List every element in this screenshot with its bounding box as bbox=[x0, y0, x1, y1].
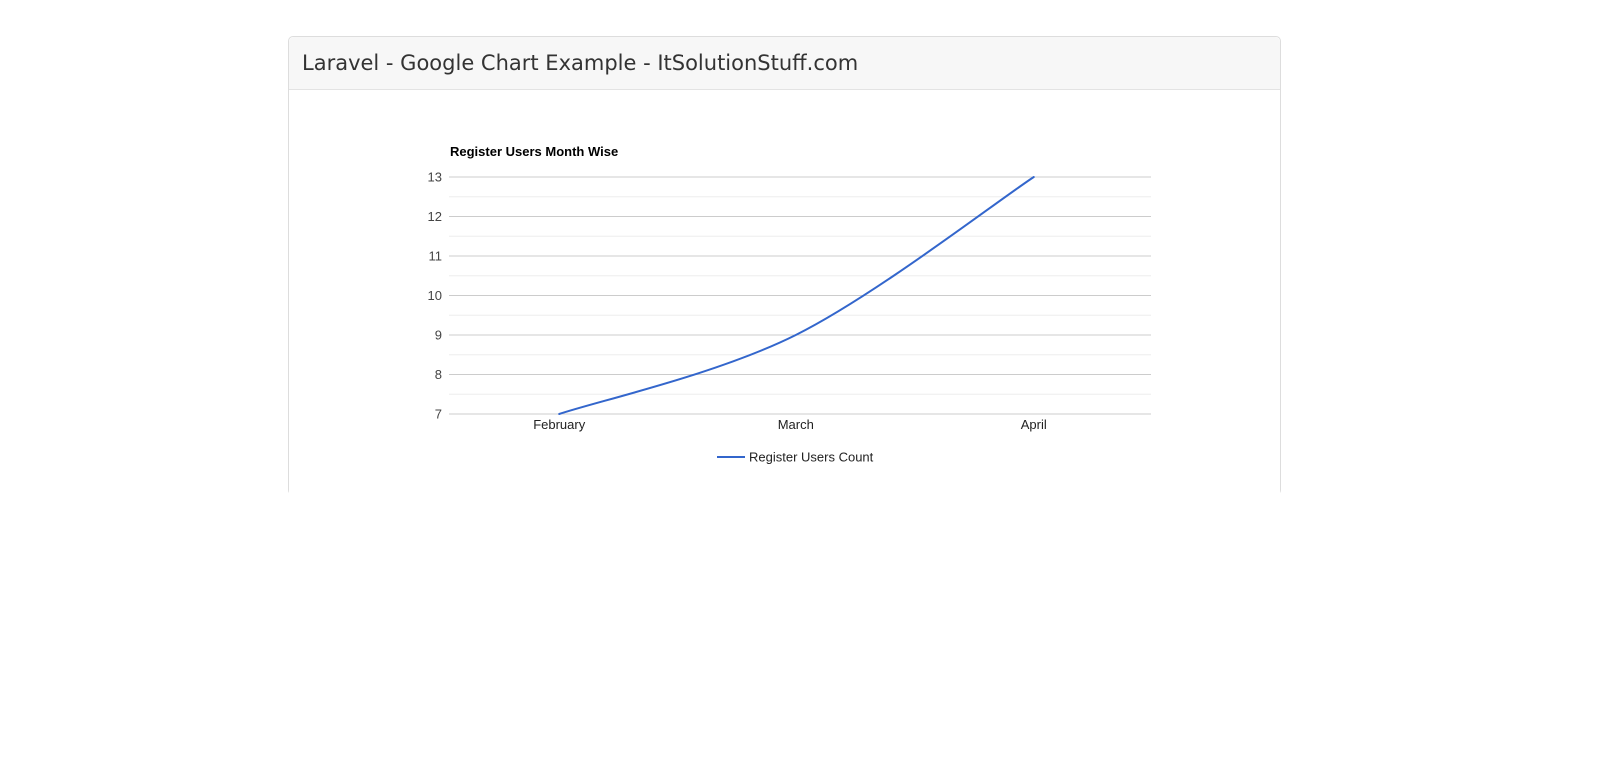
legend-label: Register Users Count bbox=[749, 450, 874, 465]
page-title: Laravel - Google Chart Example - ItSolut… bbox=[302, 51, 859, 75]
card-header: Laravel - Google Chart Example - ItSolut… bbox=[289, 37, 1280, 90]
line-chart: 13 12 11 10 9 8 7 February March April Register Us… bbox=[428, 144, 1151, 465]
y-axis-tick-label: 7 bbox=[435, 407, 442, 422]
line-chart-container: 13 12 11 10 9 8 7 February March April Register Us… bbox=[408, 141, 1161, 476]
y-axis-tick-label: 9 bbox=[435, 328, 442, 343]
y-axis-tick-label: 10 bbox=[428, 288, 442, 303]
chart-card: Laravel - Google Chart Example - ItSolut… bbox=[288, 36, 1281, 495]
chart-title: Register Users Month Wise bbox=[450, 144, 618, 159]
y-axis-tick-label: 12 bbox=[428, 209, 442, 224]
x-axis-category-label: March bbox=[778, 417, 814, 432]
y-axis-tick-label: 13 bbox=[428, 170, 442, 185]
series-line bbox=[558, 176, 1035, 415]
y-axis-tick-label: 11 bbox=[429, 249, 443, 264]
x-axis-category-label: April bbox=[1021, 417, 1047, 432]
x-axis-category-label: February bbox=[533, 417, 586, 432]
y-axis-tick-label: 8 bbox=[435, 367, 442, 382]
card-body: 13 12 11 10 9 8 7 February March April Register Us… bbox=[289, 90, 1280, 495]
